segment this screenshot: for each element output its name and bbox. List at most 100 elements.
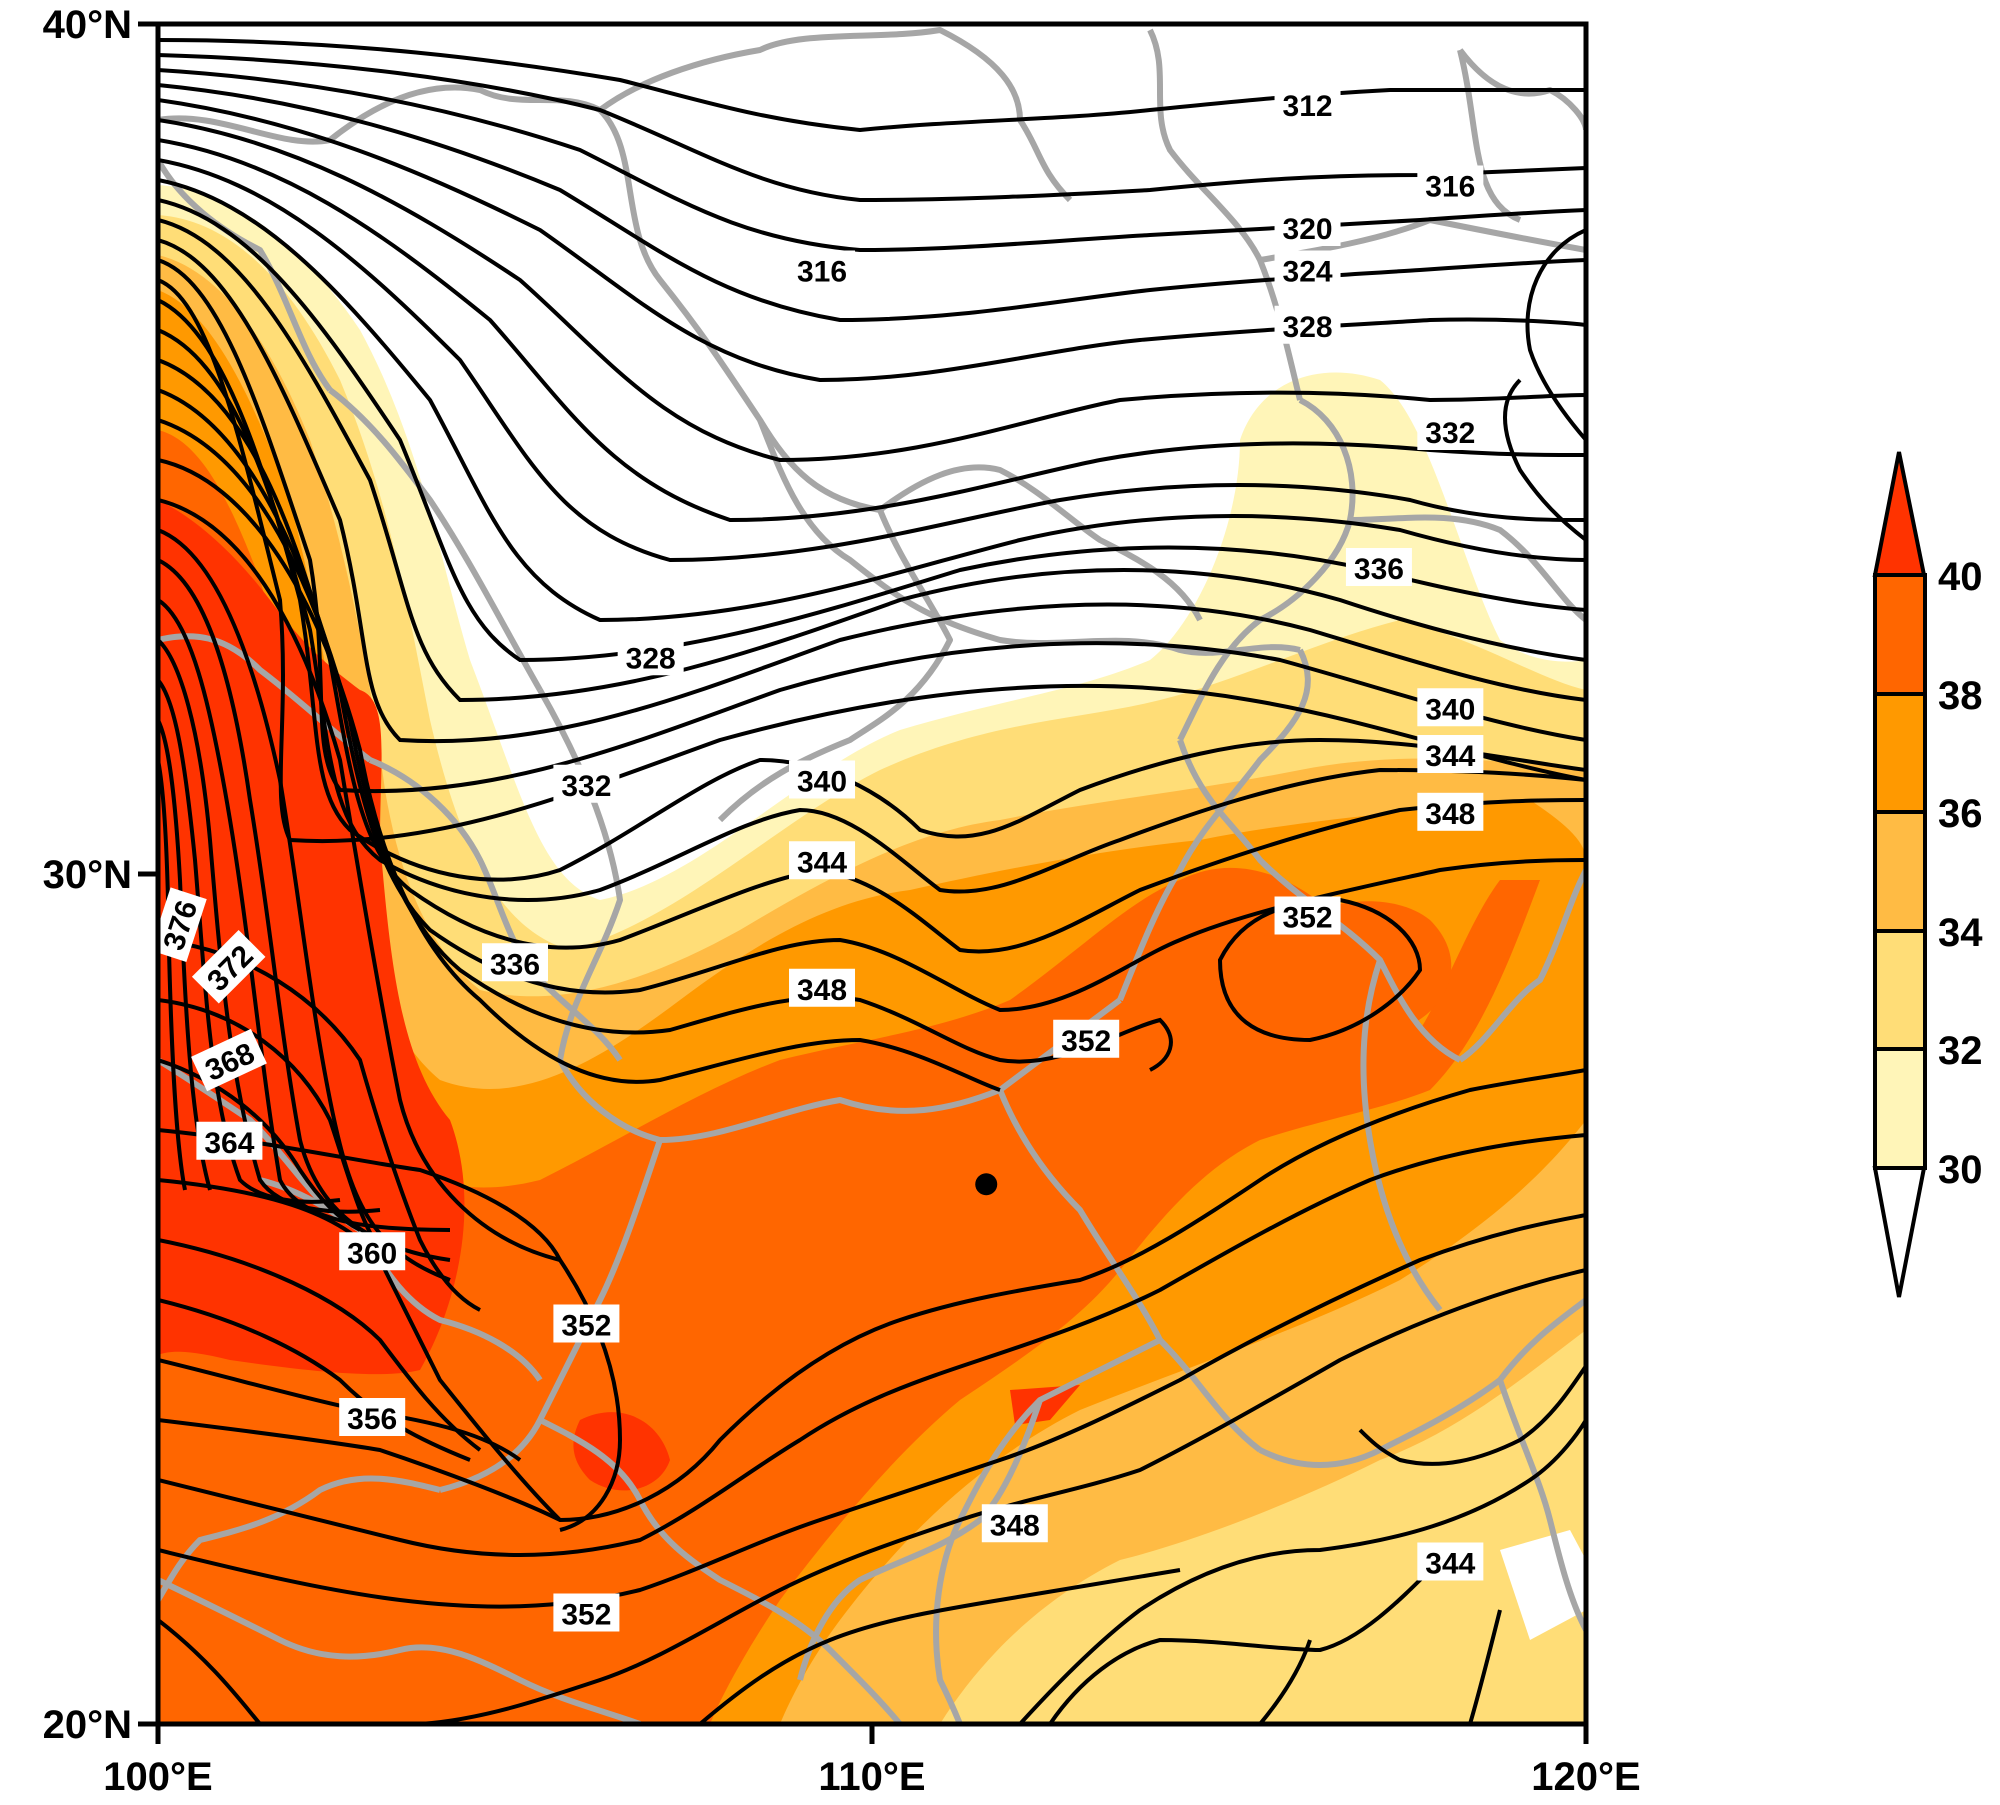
colorbar-labels: 40 38 36 34 32 30: [1938, 555, 1983, 1192]
shade-38-40-b: [1215, 901, 1452, 1040]
colorbar-box-36-38: [1873, 692, 1927, 814]
shade-38-40: [158, 430, 1540, 1724]
contour-label-text: 324: [1283, 256, 1333, 289]
contour-label-text: 352: [1061, 1025, 1111, 1058]
contour-label-bg: [1417, 165, 1484, 204]
contour-label: 316: [789, 250, 856, 289]
y-tick-label: 20°N: [43, 1703, 132, 1747]
contour-label-bg: [1274, 208, 1341, 246]
contour-label: 352: [553, 1593, 620, 1632]
contour-label-text: 352: [561, 1599, 611, 1632]
contour-label: 328: [617, 637, 684, 676]
colorbar-label: 34: [1938, 911, 1983, 955]
contour-label: 348: [981, 1504, 1048, 1543]
contour-label-text: 356: [347, 1403, 397, 1436]
contour-label-text: 348: [990, 1509, 1040, 1542]
contour-label-bg: [1417, 735, 1484, 773]
contour-label-text: 336: [1354, 553, 1404, 586]
colorbar-upper-triangle: [1872, 451, 1927, 577]
colorbar-box-38-40: [1873, 573, 1927, 696]
contour-label-bg: [1345, 548, 1412, 586]
contour-label-bg: [191, 1028, 267, 1092]
contour-label: 352: [1053, 1019, 1120, 1058]
contour-label-text: 332: [1425, 417, 1475, 450]
contour-label-bg: [482, 943, 548, 982]
contour-label: 316: [1417, 165, 1484, 204]
axis-ticks: 100°E 110°E 120°E 20°N 30°N 40°N: [43, 3, 1641, 1799]
contour-label-text: 320: [1283, 213, 1333, 246]
contour-label: 356: [339, 1398, 406, 1436]
contour-label-text: 364: [204, 1127, 254, 1160]
contour-label: 340: [789, 760, 856, 799]
contour-label: 336: [1345, 548, 1412, 586]
contour-label-bg: [789, 841, 856, 880]
contour-label: 344: [789, 841, 856, 880]
contour-label-text: 328: [1283, 311, 1333, 344]
y-tick-label: 40°N: [43, 3, 132, 47]
contour-label-bg: [1417, 1542, 1484, 1581]
contour-label: 336: [482, 943, 548, 982]
x-tick-label: 120°E: [1531, 1755, 1640, 1799]
colorbar: 40 38 36 34 32 30: [1872, 451, 1983, 1298]
colorbar-label: 38: [1938, 674, 1983, 718]
contour-label: 352: [553, 1304, 620, 1343]
contour-label-bg: [196, 1121, 263, 1160]
contour-label: 344: [1417, 735, 1484, 773]
contour-label: 324: [1274, 250, 1341, 289]
colorbar-label: 30: [1938, 1148, 1983, 1192]
contour-label-text: 332: [561, 770, 611, 803]
contour-label-text: 340: [797, 766, 847, 799]
contour-label-text: 352: [561, 1310, 611, 1343]
colorbar-box-34-36: [1873, 810, 1927, 933]
contour-label-bg: [553, 764, 620, 803]
contour-label-text: 316: [1425, 171, 1475, 204]
contour-label-bg: [617, 637, 684, 676]
contour-label-bg: [1417, 412, 1484, 450]
contour-label-text: 316: [797, 256, 847, 289]
colorbar-label: 32: [1938, 1029, 1983, 1073]
contour-label: 320: [1274, 208, 1341, 246]
contour-label-bg: [158, 887, 207, 962]
colorbar-box-32-34: [1873, 929, 1927, 1051]
contour-label: 360: [339, 1232, 406, 1271]
contour-label-bg: [789, 760, 856, 799]
shade-below-30: [1500, 1530, 1586, 1640]
contour-label: 348: [789, 968, 856, 1007]
x-tick-label: 100°E: [103, 1755, 212, 1799]
contour-label-text: 344: [1425, 1548, 1475, 1581]
shade-above-40-b: [573, 1412, 670, 1491]
contour-label: 340: [1417, 688, 1484, 727]
contour-label-bg: [339, 1398, 406, 1436]
contour-label-bg: [1417, 688, 1484, 727]
contour-label-text: 344: [1425, 740, 1475, 773]
contour-label-bg: [1274, 896, 1341, 935]
contour-label: 312: [1274, 84, 1341, 123]
colorbar-label: 36: [1938, 792, 1983, 836]
contour-label-bg: [789, 968, 856, 1007]
contour-label: 344: [1417, 1542, 1484, 1581]
contour-label-bg: [1274, 84, 1341, 123]
contour-label-text: 336: [490, 948, 540, 981]
contour-label-text: 360: [347, 1237, 397, 1270]
colorbar-lower-triangle: [1872, 1166, 1927, 1298]
contour-label-bg: [553, 1593, 620, 1632]
colorbar-label: 40: [1938, 555, 1983, 599]
contour-label-text: 340: [1425, 693, 1475, 726]
contour-label-text: 328: [626, 642, 676, 675]
colorbar-box-30-32: [1873, 1047, 1927, 1170]
contour-label: 364: [196, 1121, 263, 1160]
contour-label: 332: [1417, 412, 1484, 450]
contour-label-bg: [553, 1304, 620, 1343]
contour-label-bg: [1053, 1019, 1120, 1058]
contour-label-text: 312: [1283, 90, 1333, 123]
contour-label-text: 352: [1283, 902, 1333, 935]
contour-label: 352: [1274, 896, 1341, 935]
contour-label-bg: [981, 1504, 1048, 1543]
contour-label-bg: [1274, 305, 1341, 344]
contour-label-text: 344: [797, 846, 847, 879]
contour-label: 348: [1417, 792, 1484, 831]
contour-label-bg: [339, 1232, 406, 1271]
contour-label-text: 348: [797, 974, 847, 1007]
contour-label: 328: [1274, 305, 1341, 344]
